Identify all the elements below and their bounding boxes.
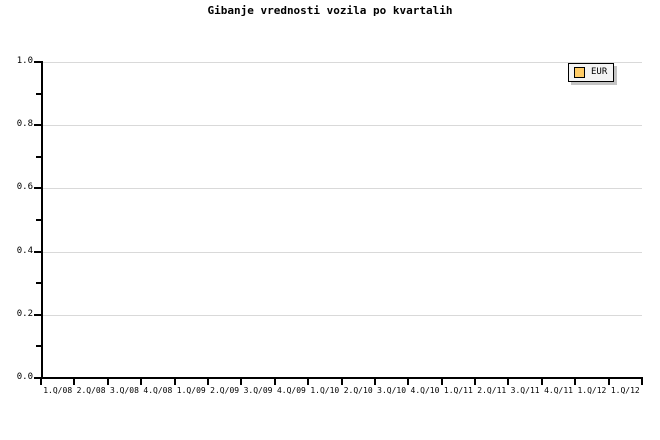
x-axis-tick	[340, 379, 343, 385]
y-axis-tick-major	[34, 124, 41, 127]
y-axis-tick-major	[34, 250, 41, 253]
x-axis-label: 3.Q/08	[110, 386, 139, 395]
legend-swatch-icon	[574, 67, 585, 78]
x-axis-tick	[407, 379, 410, 385]
y-axis-tick-minor	[36, 282, 41, 285]
y-axis-tick-minor	[36, 345, 41, 348]
x-axis-label: 1.Q/08	[43, 386, 73, 395]
x-axis-label: 1.Q/09	[176, 386, 206, 395]
x-axis-label: 1.Q/10	[310, 386, 340, 395]
x-axis-tick	[507, 379, 510, 385]
y-axis-label: 0.2	[16, 308, 33, 319]
x-axis-tick	[440, 379, 443, 385]
x-axis-label: 1.Q/12	[610, 386, 640, 395]
plot-background	[41, 62, 642, 378]
x-axis-tick	[240, 379, 243, 385]
x-axis-tick	[40, 379, 42, 385]
x-axis-tick	[641, 379, 643, 385]
y-axis-tick-minor	[36, 219, 41, 221]
x-axis-label: 3.Q/11	[510, 386, 540, 395]
plot-area	[41, 62, 642, 379]
x-axis-tick	[73, 379, 76, 385]
x-axis-tick	[273, 379, 276, 385]
y-axis-label: 0.0	[16, 372, 33, 382]
x-axis-tick	[574, 379, 577, 385]
y-axis-tick-minor	[36, 155, 41, 158]
x-axis-tick	[540, 379, 543, 385]
y-axis-label: 1.0	[16, 56, 33, 66]
y-axis-tick-minor	[36, 92, 41, 95]
x-axis-label: 2.Q/09	[210, 386, 240, 395]
y-axis-label: 0.6	[16, 182, 33, 193]
y-axis-label: 0.8	[16, 119, 33, 130]
x-axis-label: 1.Q/11	[443, 386, 473, 395]
gridline	[41, 314, 642, 316]
x-axis-tick	[206, 379, 209, 385]
x-axis-tick	[373, 379, 376, 385]
x-axis-label: 2.Q/08	[76, 386, 106, 395]
x-axis-tick	[307, 379, 310, 385]
y-axis-tick-major	[34, 377, 41, 379]
y-axis-label: 0.4	[16, 245, 33, 256]
x-axis-label: 4.Q/09	[276, 386, 306, 395]
x-axis-label: 4.Q/10	[410, 386, 440, 395]
gridline	[41, 251, 642, 253]
x-axis-tick	[106, 379, 109, 385]
x-axis-tick	[607, 379, 610, 385]
y-axis-tick-major	[34, 187, 41, 190]
gridline	[41, 125, 642, 127]
y-axis-line	[41, 61, 43, 379]
x-axis-label: 3.Q/09	[243, 386, 273, 395]
x-axis-tick	[140, 379, 143, 385]
x-axis-label: 2.Q/11	[477, 386, 507, 395]
legend-label: EUR	[591, 67, 608, 77]
y-axis-labels: 0.0 0.2 0.4 0.6 0.8 1.0	[0, 0, 33, 440]
chart-title: Gibanje vrednosti vozila po kvartalih	[207, 4, 453, 17]
y-axis-tick-major	[34, 61, 41, 63]
x-axis-label: 4.Q/08	[143, 386, 173, 395]
x-axis-line	[41, 377, 643, 379]
gridline	[41, 62, 642, 63]
x-axis-label: 3.Q/10	[377, 386, 407, 395]
x-axis-label: 4.Q/11	[544, 386, 573, 395]
y-axis-tick-major	[34, 313, 41, 316]
x-axis-tick	[474, 379, 477, 385]
gridline	[41, 188, 642, 190]
x-axis-tick	[173, 379, 176, 385]
x-axis-label: 1.Q/12	[577, 386, 607, 395]
x-axis-label: 2.Q/10	[343, 386, 373, 395]
chart-legend[interactable]: EUR	[568, 63, 615, 82]
